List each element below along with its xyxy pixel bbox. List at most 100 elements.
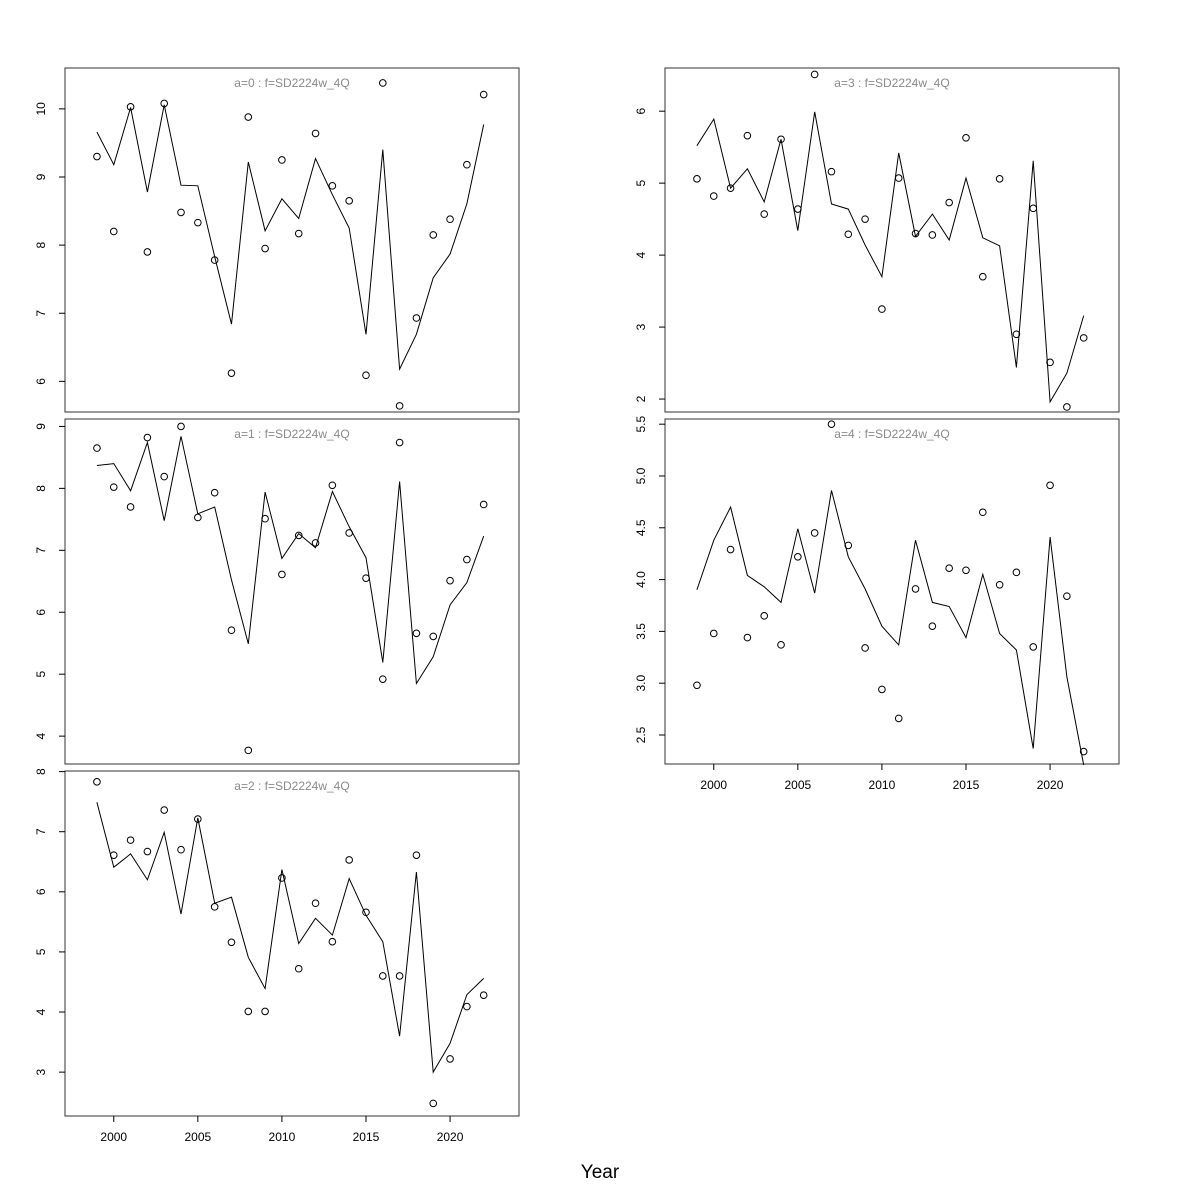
data-point (446, 576, 454, 585)
x-tick-label: 2000 (700, 778, 727, 792)
data-point (726, 184, 735, 192)
data-point (93, 444, 101, 452)
data-point (429, 1099, 438, 1108)
data-point (777, 135, 785, 144)
data-point (995, 175, 1004, 183)
data-point (911, 585, 920, 593)
data-point (177, 208, 185, 217)
data-point (362, 908, 370, 917)
data-point (294, 229, 303, 238)
y-tick-label: 2.5 (634, 726, 648, 743)
data-point (126, 103, 135, 111)
data-point (693, 681, 701, 690)
data-point (227, 369, 236, 377)
data-point (143, 433, 152, 442)
x-tick-label: 2010 (269, 1130, 296, 1144)
data-point (446, 215, 454, 224)
data-point (827, 420, 836, 428)
data-point (362, 371, 370, 380)
y-tick-label: 4.5 (634, 519, 648, 536)
data-point (429, 231, 438, 239)
data-point (962, 134, 970, 142)
data-point (878, 305, 886, 313)
data-point (878, 685, 886, 694)
data-point (1029, 204, 1038, 213)
data-point (109, 851, 118, 859)
data-point (227, 938, 236, 947)
data-point (446, 1055, 454, 1063)
x-tick-label: 2005 (784, 778, 811, 792)
fitted-line (96, 436, 485, 686)
data-point (479, 991, 488, 999)
panel-frame (664, 418, 1120, 765)
data-point (177, 422, 185, 431)
y-tick-label: 6 (34, 378, 48, 385)
data-point (693, 175, 701, 183)
data-point (777, 641, 785, 649)
data-point (810, 70, 819, 79)
y-tick-label: 5.0 (634, 467, 648, 484)
data-point (143, 847, 152, 856)
data-point (93, 152, 101, 161)
y-tick-label: 5.5 (634, 416, 648, 433)
data-point (844, 541, 853, 550)
y-tick-label: 8 (34, 768, 48, 775)
data-point (1079, 747, 1088, 756)
y-tick-label: 5 (634, 179, 648, 186)
y-tick-label: 9 (34, 423, 48, 430)
y-tick-label: 6 (634, 108, 648, 115)
data-point (810, 529, 819, 537)
data-point (1012, 568, 1021, 577)
y-tick-label: 8 (34, 485, 48, 492)
data-point (244, 1007, 253, 1016)
data-point (345, 197, 353, 205)
y-tick-label: 3 (634, 323, 648, 330)
data-point (126, 503, 135, 511)
data-point (278, 570, 286, 579)
data-point (395, 972, 404, 980)
data-point (93, 778, 101, 786)
data-point (412, 629, 421, 638)
data-point (126, 836, 135, 844)
fitted-line (96, 802, 485, 1074)
data-point (894, 714, 903, 723)
panel-frame (64, 67, 520, 413)
y-tick-label: 4.0 (634, 571, 648, 588)
data-point (995, 580, 1004, 589)
data-point (709, 192, 718, 200)
y-tick-label: 3 (34, 1068, 48, 1075)
data-point (979, 272, 987, 281)
y-tick-label: 7 (34, 310, 48, 317)
data-point (379, 675, 387, 683)
y-tick-label: 5 (34, 671, 48, 678)
x-tick-label: 2015 (953, 778, 980, 792)
data-point (726, 545, 735, 554)
y-tick-label: 4 (34, 1008, 48, 1015)
data-point (412, 314, 421, 322)
fitted-line (696, 490, 1085, 766)
data-point (328, 182, 337, 190)
data-point (261, 1007, 269, 1016)
data-point (379, 972, 387, 980)
data-point (311, 899, 320, 908)
x-axis-label: Year (581, 1162, 620, 1183)
data-point (227, 626, 236, 635)
y-tick-label: 5 (34, 948, 48, 955)
data-point (194, 513, 202, 522)
data-point (261, 244, 269, 253)
data-point (109, 227, 118, 236)
x-tick-label: 2010 (869, 778, 896, 792)
data-point (261, 514, 269, 523)
data-point (244, 746, 253, 755)
data-point (1046, 481, 1054, 490)
data-point (143, 248, 152, 256)
data-point (109, 483, 118, 491)
panel-title: a=4 : f=SD2224w_4Q (834, 427, 949, 441)
data-point (345, 856, 353, 864)
data-point (294, 531, 303, 540)
data-point (1012, 330, 1021, 339)
data-point (1046, 358, 1054, 367)
data-point (794, 205, 802, 213)
y-tick-label: 6 (34, 609, 48, 616)
data-point (743, 633, 752, 642)
